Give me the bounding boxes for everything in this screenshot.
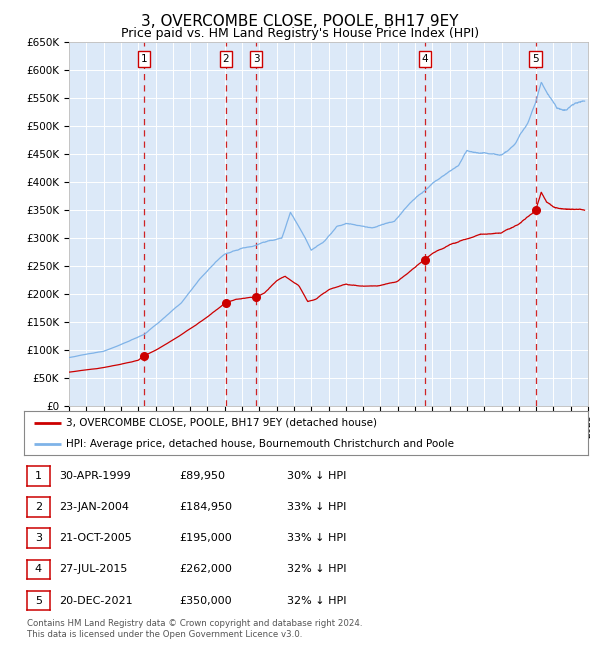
Text: 33% ↓ HPI: 33% ↓ HPI xyxy=(287,533,346,543)
Text: £89,950: £89,950 xyxy=(179,471,225,481)
Text: HPI: Average price, detached house, Bournemouth Christchurch and Poole: HPI: Average price, detached house, Bour… xyxy=(66,439,454,449)
Text: £195,000: £195,000 xyxy=(179,533,232,543)
Text: 27-JUL-2015: 27-JUL-2015 xyxy=(59,564,127,575)
Text: 3: 3 xyxy=(35,533,42,543)
Text: 21-OCT-2005: 21-OCT-2005 xyxy=(59,533,131,543)
Text: 1: 1 xyxy=(35,471,42,481)
Text: £184,950: £184,950 xyxy=(179,502,232,512)
Text: 30% ↓ HPI: 30% ↓ HPI xyxy=(287,471,346,481)
Text: 23-JAN-2004: 23-JAN-2004 xyxy=(59,502,129,512)
Text: 3: 3 xyxy=(253,54,259,64)
Text: 5: 5 xyxy=(532,54,539,64)
Text: 3, OVERCOMBE CLOSE, POOLE, BH17 9EY: 3, OVERCOMBE CLOSE, POOLE, BH17 9EY xyxy=(141,14,459,29)
Text: 1: 1 xyxy=(140,54,147,64)
Text: 2: 2 xyxy=(223,54,229,64)
Text: 2: 2 xyxy=(35,502,42,512)
Text: 33% ↓ HPI: 33% ↓ HPI xyxy=(287,502,346,512)
Text: Price paid vs. HM Land Registry's House Price Index (HPI): Price paid vs. HM Land Registry's House … xyxy=(121,27,479,40)
Text: £262,000: £262,000 xyxy=(179,564,232,575)
Text: Contains HM Land Registry data © Crown copyright and database right 2024.
This d: Contains HM Land Registry data © Crown c… xyxy=(27,619,362,639)
Text: £350,000: £350,000 xyxy=(179,595,232,606)
Text: 3, OVERCOMBE CLOSE, POOLE, BH17 9EY (detached house): 3, OVERCOMBE CLOSE, POOLE, BH17 9EY (det… xyxy=(66,418,377,428)
Text: 32% ↓ HPI: 32% ↓ HPI xyxy=(287,595,346,606)
Text: 30-APR-1999: 30-APR-1999 xyxy=(59,471,131,481)
Text: 32% ↓ HPI: 32% ↓ HPI xyxy=(287,564,346,575)
Text: 4: 4 xyxy=(422,54,428,64)
Text: 20-DEC-2021: 20-DEC-2021 xyxy=(59,595,133,606)
Text: 5: 5 xyxy=(35,595,42,606)
Text: 4: 4 xyxy=(35,564,42,575)
